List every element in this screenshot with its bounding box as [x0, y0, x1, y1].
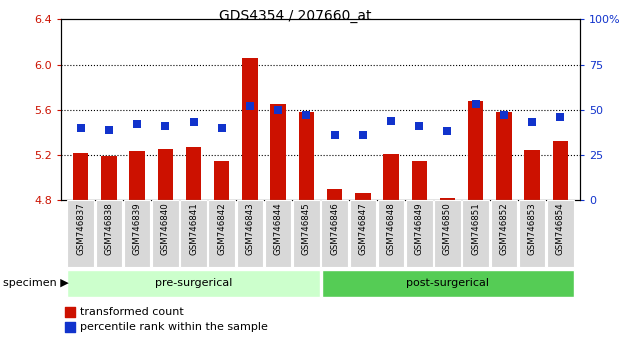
FancyBboxPatch shape	[321, 200, 348, 267]
Point	[555, 114, 565, 120]
Text: GDS4354 / 207660_at: GDS4354 / 207660_at	[219, 9, 371, 23]
FancyBboxPatch shape	[293, 200, 320, 267]
Text: post-surgerical: post-surgerical	[406, 278, 489, 288]
FancyBboxPatch shape	[180, 200, 207, 267]
Text: GSM746847: GSM746847	[358, 202, 367, 255]
Point	[414, 123, 424, 129]
Point	[499, 112, 509, 118]
Bar	[158, 149, 173, 200]
Text: GSM746840: GSM746840	[161, 202, 170, 255]
Bar	[468, 101, 483, 200]
Point	[245, 103, 255, 109]
Bar	[355, 193, 370, 200]
FancyBboxPatch shape	[124, 200, 151, 267]
Point	[104, 127, 114, 132]
Bar	[271, 104, 286, 200]
FancyBboxPatch shape	[67, 200, 94, 267]
Point	[329, 132, 340, 138]
FancyBboxPatch shape	[208, 200, 235, 267]
Text: GSM746842: GSM746842	[217, 202, 226, 255]
Text: GSM746841: GSM746841	[189, 202, 198, 255]
Point	[470, 102, 481, 107]
Point	[188, 120, 199, 125]
FancyBboxPatch shape	[547, 200, 574, 267]
Text: GSM746852: GSM746852	[499, 202, 508, 255]
Bar	[73, 153, 88, 200]
Point	[386, 118, 396, 124]
Bar	[412, 160, 427, 200]
FancyBboxPatch shape	[349, 200, 376, 267]
Point	[273, 107, 283, 113]
Legend: transformed count, percentile rank within the sample: transformed count, percentile rank withi…	[61, 303, 272, 336]
Point	[442, 129, 453, 134]
Text: GSM746851: GSM746851	[471, 202, 480, 255]
Text: GSM746849: GSM746849	[415, 202, 424, 255]
Point	[76, 125, 86, 131]
FancyBboxPatch shape	[519, 200, 545, 267]
Bar	[101, 156, 117, 200]
Text: GSM746843: GSM746843	[246, 202, 254, 255]
Point	[358, 132, 368, 138]
Point	[527, 120, 537, 125]
Bar	[524, 150, 540, 200]
Bar	[214, 160, 229, 200]
Point	[301, 112, 312, 118]
Bar	[383, 154, 399, 200]
Text: GSM746845: GSM746845	[302, 202, 311, 255]
Text: GSM746838: GSM746838	[104, 202, 113, 255]
Text: GSM746839: GSM746839	[133, 202, 142, 255]
Text: GSM746853: GSM746853	[528, 202, 537, 255]
Text: pre-surgerical: pre-surgerical	[155, 278, 232, 288]
Bar	[496, 112, 512, 200]
FancyBboxPatch shape	[406, 200, 433, 267]
Text: GSM746846: GSM746846	[330, 202, 339, 255]
FancyBboxPatch shape	[67, 270, 320, 297]
Text: GSM746837: GSM746837	[76, 202, 85, 255]
FancyBboxPatch shape	[265, 200, 292, 267]
Bar	[553, 141, 568, 200]
Text: GSM746850: GSM746850	[443, 202, 452, 255]
Point	[132, 121, 142, 127]
Text: GSM746844: GSM746844	[274, 202, 283, 255]
Bar	[242, 58, 258, 200]
Bar	[327, 189, 342, 200]
FancyBboxPatch shape	[322, 270, 574, 297]
Bar	[440, 198, 455, 200]
Text: specimen ▶: specimen ▶	[3, 278, 69, 288]
Bar	[129, 152, 145, 200]
Bar	[299, 112, 314, 200]
Point	[217, 125, 227, 131]
Text: GSM746848: GSM746848	[387, 202, 395, 255]
Bar	[186, 147, 201, 200]
FancyBboxPatch shape	[490, 200, 517, 267]
FancyBboxPatch shape	[96, 200, 122, 267]
FancyBboxPatch shape	[237, 200, 263, 267]
Point	[160, 123, 171, 129]
FancyBboxPatch shape	[152, 200, 179, 267]
Text: GSM746854: GSM746854	[556, 202, 565, 255]
FancyBboxPatch shape	[434, 200, 461, 267]
FancyBboxPatch shape	[378, 200, 404, 267]
FancyBboxPatch shape	[462, 200, 489, 267]
